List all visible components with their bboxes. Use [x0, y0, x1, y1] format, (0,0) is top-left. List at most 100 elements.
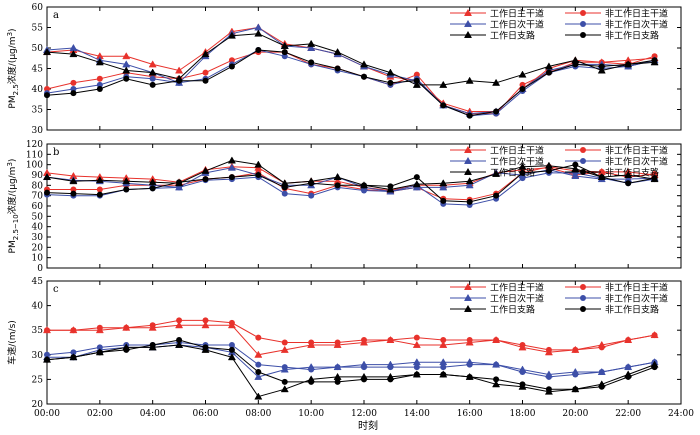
data-point: [412, 340, 421, 348]
y-tick-label: 40: [32, 223, 44, 233]
data-point: [580, 169, 586, 175]
x-tick-label: 16:00: [457, 409, 483, 419]
data-point: [493, 361, 500, 368]
y-tick-label: 40: [32, 302, 44, 312]
y-tick-label: 50: [32, 212, 44, 222]
data-point: [359, 60, 369, 68]
data-point: [440, 102, 447, 109]
data-point: [228, 57, 235, 64]
data-point: [463, 304, 473, 312]
data-point: [651, 57, 658, 64]
y-tick-label: 30: [32, 351, 44, 361]
data-point: [598, 344, 605, 351]
legend-label: 非工作日次干道: [605, 156, 668, 168]
series-path: [46, 51, 655, 115]
data-point: [176, 337, 183, 344]
data-point: [308, 180, 315, 187]
y-tick-label: 80: [32, 181, 44, 191]
data-point: [545, 373, 552, 380]
data-point: [228, 341, 235, 348]
data-point: [519, 369, 526, 376]
data-point: [42, 47, 52, 56]
data-point: [651, 170, 658, 177]
data-point: [580, 295, 586, 301]
data-point: [412, 180, 421, 188]
data-point: [254, 392, 263, 400]
data-point: [386, 68, 395, 76]
data-point: [334, 378, 341, 385]
data-point: [598, 168, 605, 175]
data-point: [518, 70, 527, 78]
data-point: [572, 61, 579, 68]
data-point: [202, 69, 209, 76]
data-point: [281, 184, 288, 191]
data-point: [281, 49, 288, 56]
data-point: [176, 77, 183, 84]
data-point: [413, 364, 420, 371]
series-line: [44, 337, 658, 393]
data-point: [334, 364, 341, 371]
data-point: [651, 364, 658, 371]
data-point: [598, 383, 605, 390]
data-point: [580, 284, 586, 290]
data-point: [580, 158, 586, 164]
data-point: [307, 43, 316, 51]
data-point: [96, 344, 103, 351]
y-tick-label: 30: [32, 126, 44, 136]
data-point: [519, 175, 526, 182]
y-axis-label: PM2.5~10浓度/(μg/m3): [6, 159, 20, 254]
data-point: [96, 324, 103, 331]
data-point: [149, 185, 156, 192]
data-point: [149, 341, 156, 348]
data-point: [361, 364, 367, 371]
data-point: [519, 341, 526, 348]
data-point: [463, 282, 473, 290]
y-tick-label: 55: [32, 24, 44, 34]
data-point: [227, 31, 236, 39]
data-point: [70, 86, 77, 92]
data-point: [175, 340, 184, 348]
legend-label: 非工作日支路: [605, 167, 659, 179]
series-line: [42, 23, 659, 117]
data-point: [70, 327, 77, 334]
data-point: [201, 166, 210, 174]
data-point: [463, 167, 473, 175]
data-point: [493, 108, 500, 115]
data-point: [280, 385, 289, 393]
data-point: [572, 371, 579, 378]
x-tick-label: 04:00: [140, 409, 166, 419]
data-point: [122, 177, 131, 185]
legend-label: 非工作日主干道: [605, 145, 668, 157]
data-point: [281, 190, 288, 197]
data-point: [70, 354, 77, 361]
data-point: [44, 356, 50, 363]
data-point: [176, 317, 183, 324]
data-point: [572, 386, 579, 393]
data-point: [149, 75, 156, 82]
data-point: [334, 65, 341, 72]
legend-label: 工作日次干道: [490, 156, 544, 168]
data-point: [463, 19, 473, 27]
data-point: [149, 81, 156, 88]
panel-label: a: [53, 10, 59, 21]
data-point: [463, 30, 473, 38]
series-path: [46, 49, 655, 117]
data-point: [439, 340, 448, 348]
data-point: [387, 376, 394, 383]
y-tick-label: 30: [32, 233, 44, 243]
data-point: [598, 369, 605, 376]
data-point: [466, 373, 473, 380]
legend-label: 非工作日支路: [605, 30, 659, 42]
legend-label: 非工作日次干道: [605, 19, 668, 31]
data-point: [307, 39, 316, 47]
x-tick-label: 08:00: [245, 409, 271, 419]
data-point: [123, 324, 130, 331]
data-point: [280, 41, 289, 49]
data-point: [519, 169, 526, 176]
data-point: [95, 58, 104, 66]
legend-label: 工作日主干道: [490, 145, 544, 157]
